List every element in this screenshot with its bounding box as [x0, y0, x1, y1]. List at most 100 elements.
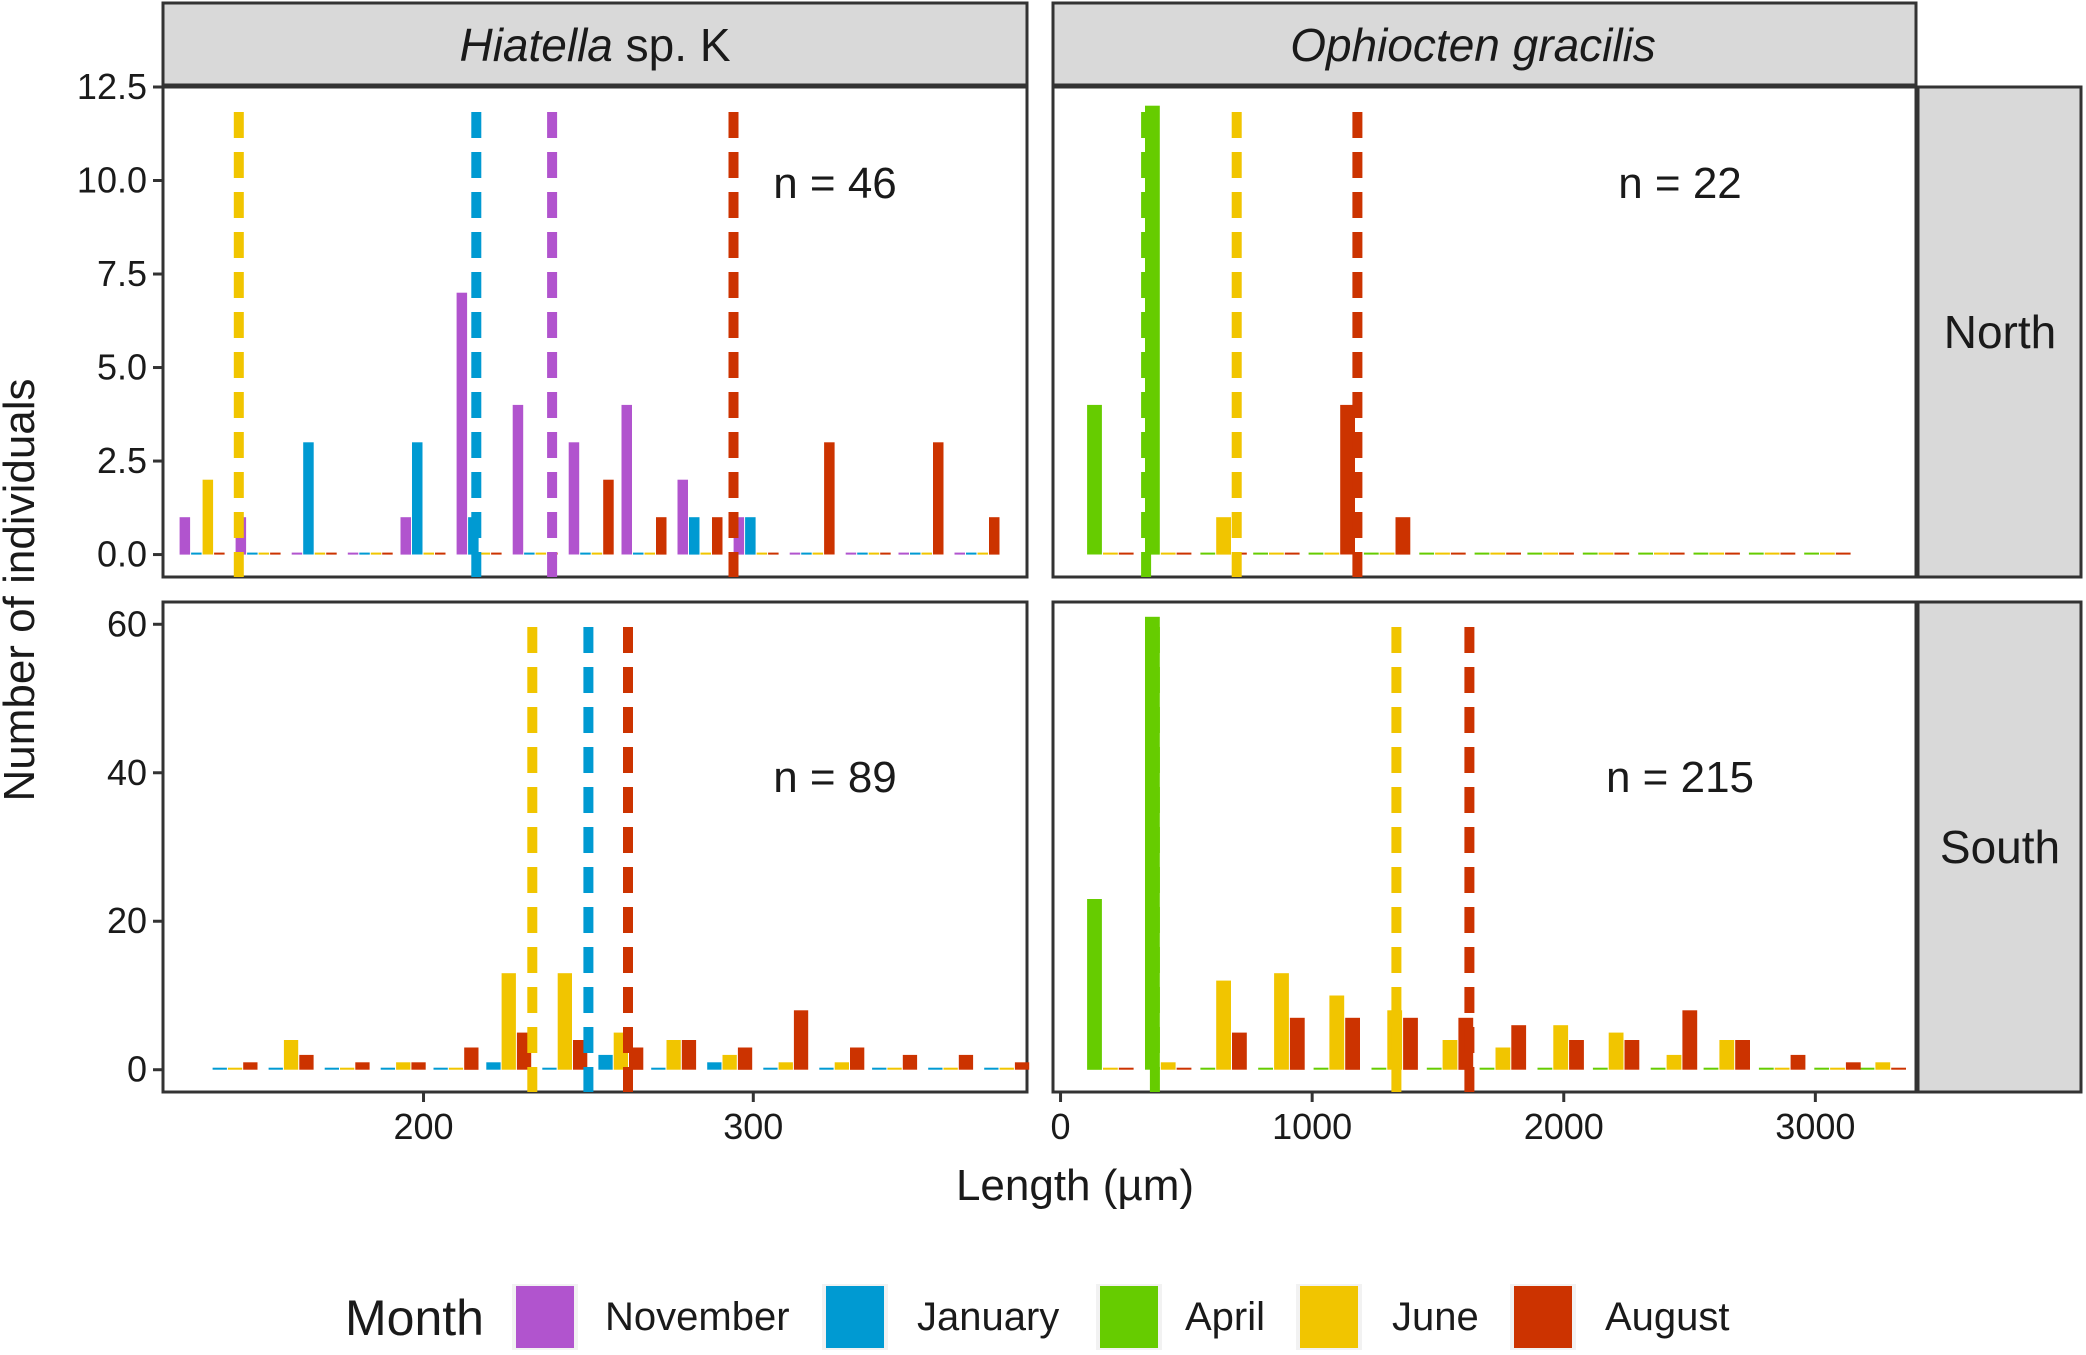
legend-key-swatch — [1514, 1286, 1572, 1348]
bar-january — [247, 552, 258, 555]
bar-april — [1592, 1067, 1608, 1070]
legend-label-june: June — [1392, 1295, 1479, 1339]
bar-april — [1313, 1067, 1329, 1070]
bar-august — [793, 1010, 809, 1070]
bar-april — [1200, 1067, 1216, 1070]
bar-november — [789, 552, 801, 555]
x-axis-ophiocten: 0 1000 2000 3000 — [1051, 1092, 1855, 1147]
bar-august — [1340, 404, 1355, 555]
bar-august — [1284, 552, 1300, 555]
n-label: n = 22 — [1618, 159, 1742, 208]
bar-june — [1553, 1025, 1569, 1070]
bar-june — [340, 1067, 355, 1070]
bar-august — [958, 1054, 974, 1070]
bar-august — [1682, 1010, 1698, 1070]
bar-june — [1269, 552, 1284, 555]
bar-august — [768, 552, 779, 555]
bar-august — [712, 517, 723, 555]
bar-august — [681, 1040, 697, 1070]
bar-august — [1891, 1067, 1906, 1070]
bar-june — [1160, 1062, 1176, 1070]
x-tick-label: 2000 — [1524, 1106, 1604, 1147]
x-tick-label: 300 — [723, 1106, 783, 1147]
bar-august — [1232, 1032, 1247, 1070]
legend-key-april — [1096, 1284, 1162, 1350]
bar-june — [1442, 1040, 1458, 1070]
legend-label-january: January — [917, 1295, 1059, 1339]
bar-august — [214, 552, 225, 555]
bar-january — [910, 552, 921, 555]
legend-key-swatch — [1100, 1286, 1158, 1348]
legend-key-january — [822, 1284, 888, 1350]
x-tick-label: 3000 — [1775, 1106, 1855, 1147]
bar-january — [857, 552, 868, 555]
bar-april — [1200, 552, 1216, 555]
bar-august — [1176, 1067, 1192, 1070]
panel-hiatella-north: n = 46 — [161, 85, 1029, 579]
bar-april — [1859, 1067, 1875, 1070]
bar-june — [1274, 973, 1289, 1070]
legend-label-november: November — [605, 1295, 790, 1339]
bar-june — [722, 1054, 737, 1070]
bar-june — [1324, 552, 1340, 555]
bar-june — [314, 552, 326, 555]
legend-key-june — [1296, 1284, 1362, 1350]
bar-april — [1748, 552, 1764, 555]
bar-june — [1216, 980, 1231, 1070]
bar-june — [1830, 1067, 1845, 1070]
bar-april — [1650, 1067, 1666, 1070]
bar-august — [1735, 1040, 1750, 1070]
bar-june — [700, 552, 711, 555]
n-label: n = 46 — [773, 159, 897, 208]
bar-june — [283, 1040, 299, 1070]
column-strip-ophiocten: Ophiocten gracilis — [1051, 1, 1918, 87]
bar-august — [1403, 1017, 1418, 1070]
bar-august — [435, 552, 446, 555]
bar-april — [1426, 1067, 1442, 1070]
bar-april — [1537, 1067, 1553, 1070]
bar-august — [1559, 552, 1574, 555]
bar-january — [486, 1062, 501, 1070]
bar-january — [598, 1054, 613, 1070]
y-tick-label: 0 — [127, 1049, 147, 1090]
y-tick-label: 7.5 — [97, 253, 147, 294]
bar-august — [270, 552, 281, 555]
bar-january — [689, 517, 700, 555]
legend-key-swatch — [826, 1286, 884, 1348]
bar-january — [745, 517, 756, 555]
panel-ophiocten-north: n = 22 — [1051, 85, 1918, 579]
bar-august — [1450, 552, 1466, 555]
bar-june — [1598, 552, 1614, 555]
bar-january — [380, 1067, 395, 1070]
y-tick-label: 20 — [107, 900, 147, 941]
bar-august — [656, 517, 667, 555]
y-axis-south: 0 20 40 60 — [107, 603, 163, 1090]
bar-april — [1527, 552, 1543, 555]
bar-june — [535, 552, 547, 555]
bar-august — [1118, 1067, 1134, 1070]
bar-january — [872, 1067, 887, 1070]
bar-june — [812, 552, 824, 555]
bar-january — [580, 552, 591, 555]
legend-key-swatch — [516, 1286, 574, 1348]
bar-june — [999, 1067, 1014, 1070]
bar-june — [834, 1062, 849, 1070]
x-tick-label: 0 — [1051, 1106, 1071, 1147]
bar-november — [291, 552, 303, 555]
bar-april — [1371, 1067, 1387, 1070]
y-tick-label: 10.0 — [77, 160, 147, 201]
bar-august — [1669, 552, 1685, 555]
bar-august — [850, 1047, 865, 1070]
bar-june — [227, 1067, 243, 1070]
bar-november — [400, 517, 411, 555]
bar-august — [1780, 552, 1796, 555]
legend-key-swatch — [1300, 1286, 1358, 1348]
bar-january — [412, 442, 423, 555]
row-strip-south: South — [1916, 600, 2083, 1094]
bar-june — [1764, 552, 1780, 555]
y-tick-label: 5.0 — [97, 347, 147, 388]
bar-june — [1820, 552, 1835, 555]
bar-june — [1103, 1067, 1118, 1070]
bar-april — [1308, 552, 1324, 555]
bar-april — [1693, 552, 1709, 555]
